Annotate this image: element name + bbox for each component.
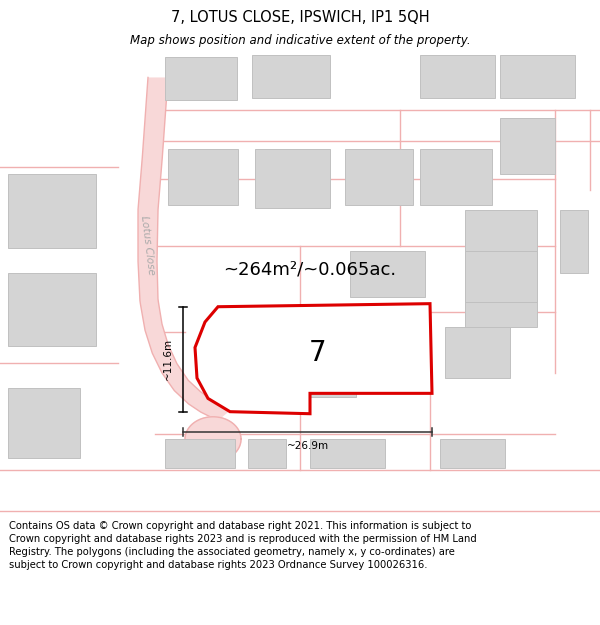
Text: ~264m²/~0.065ac.: ~264m²/~0.065ac.: [223, 260, 397, 278]
Bar: [465, 271, 537, 327]
Bar: [350, 251, 425, 296]
Bar: [8, 388, 80, 458]
Bar: [255, 149, 330, 208]
Text: Contains OS data © Crown copyright and database right 2021. This information is : Contains OS data © Crown copyright and d…: [9, 521, 477, 571]
Bar: [560, 210, 588, 273]
Polygon shape: [138, 78, 235, 419]
Bar: [440, 439, 505, 468]
Bar: [248, 324, 356, 398]
Text: Map shows position and indicative extent of the property.: Map shows position and indicative extent…: [130, 34, 470, 47]
Polygon shape: [195, 304, 432, 414]
Bar: [248, 439, 286, 468]
Bar: [500, 55, 575, 98]
Text: ~26.9m: ~26.9m: [287, 441, 329, 451]
Bar: [165, 57, 237, 100]
Text: 7: 7: [309, 339, 327, 367]
Bar: [500, 118, 555, 174]
Bar: [252, 55, 330, 98]
Bar: [8, 273, 96, 346]
Bar: [465, 251, 537, 302]
Bar: [445, 327, 510, 378]
Bar: [8, 174, 96, 248]
Text: Lotus Close: Lotus Close: [139, 216, 157, 276]
Bar: [168, 149, 238, 205]
Bar: [420, 55, 495, 98]
Text: ~11.6m: ~11.6m: [163, 338, 173, 380]
Bar: [345, 149, 413, 205]
Bar: [465, 210, 537, 273]
Text: 7, LOTUS CLOSE, IPSWICH, IP1 5QH: 7, LOTUS CLOSE, IPSWICH, IP1 5QH: [170, 10, 430, 25]
Bar: [420, 149, 492, 205]
Bar: [310, 439, 385, 468]
Bar: [165, 439, 235, 468]
Polygon shape: [185, 417, 241, 462]
